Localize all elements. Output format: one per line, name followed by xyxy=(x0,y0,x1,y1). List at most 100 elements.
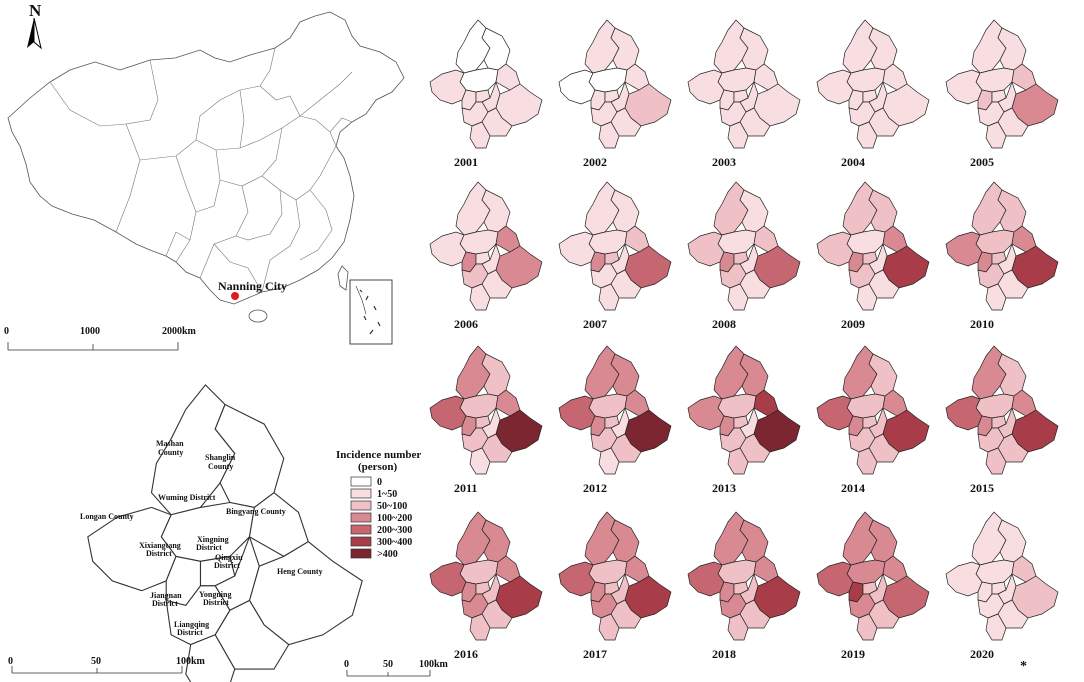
year-label-2003: 2003 xyxy=(712,155,736,169)
district-liangqing-2009 xyxy=(856,283,878,311)
label-mashan-1: Mashan xyxy=(156,439,184,448)
district-longan-2015 xyxy=(945,395,983,431)
district-heng-2015 xyxy=(1011,409,1059,453)
district-heng-2019 xyxy=(882,575,930,619)
district-liangqing-2005 xyxy=(985,121,1007,149)
year-label-2017: 2017 xyxy=(583,647,607,661)
year-map-2005: 2005 xyxy=(945,19,1059,169)
year-label-2011: 2011 xyxy=(454,481,477,495)
north-arrow-label: N xyxy=(29,1,42,20)
china-scale-bar: 0 1000 2000km xyxy=(4,326,197,351)
label-xixiangtang-2: District xyxy=(146,549,172,558)
district-longan-2005 xyxy=(945,69,983,105)
year-map-2011: 2011 xyxy=(429,345,543,495)
district-longan-2006 xyxy=(429,231,467,267)
nanning-district-labels: Mashan County Shanglin County Wuming Dis… xyxy=(80,439,323,637)
china-scale-tick-1000: 1000 xyxy=(80,326,100,337)
legend-swatch-3 xyxy=(350,512,372,523)
label-heng: Heng County xyxy=(277,567,323,576)
district-mashan-2018 xyxy=(713,511,749,566)
district-mashan-2004 xyxy=(842,19,878,74)
district-longan-2011 xyxy=(429,395,467,431)
district-liangqing-2008 xyxy=(727,283,749,311)
district-longan-2001 xyxy=(429,69,467,105)
year-label-2014: 2014 xyxy=(841,481,865,495)
district-heng-2008 xyxy=(753,245,801,289)
district-mashan-2007 xyxy=(584,181,620,236)
district-heng-2014 xyxy=(882,409,930,453)
district-liangqing-2004 xyxy=(856,121,878,149)
district-longan-2019 xyxy=(816,561,854,597)
district-mashan-2020 xyxy=(971,511,1007,566)
district-liangqing-2010 xyxy=(985,283,1007,311)
year-label-2018: 2018 xyxy=(712,647,736,661)
district-heng-2009 xyxy=(882,245,930,289)
nanning-district-map xyxy=(86,383,364,682)
district-longan-2003 xyxy=(687,69,725,105)
district-longan-2013 xyxy=(687,395,725,431)
year-label-2020: 2020 xyxy=(970,647,994,661)
district-longan-2009 xyxy=(816,231,854,267)
district-mashan-2016 xyxy=(455,511,491,566)
district-liangqing-2015 xyxy=(985,447,1007,475)
small-scale-tick-100: 100km xyxy=(419,659,449,670)
year-map-2020: 2020 xyxy=(945,511,1059,661)
china-scale-tick-2000: 2000km xyxy=(162,326,197,337)
nanning-scale-bar: 0 50 100km xyxy=(8,656,206,674)
district-longan-2018 xyxy=(687,561,725,597)
district-liangqing-2014 xyxy=(856,447,878,475)
china-outline xyxy=(7,11,405,305)
legend-title-line2: (person) xyxy=(358,461,397,473)
footnote-asterisk: * xyxy=(1020,659,1027,674)
year-map-2002: 2002 xyxy=(558,19,672,169)
china-map xyxy=(7,11,405,323)
north-arrow-left-half xyxy=(27,18,34,48)
year-map-2014: 2014 xyxy=(816,345,930,495)
district-heng-2006 xyxy=(495,245,543,289)
district-mashan-2002 xyxy=(584,19,620,74)
year-label-2016: 2016 xyxy=(454,647,478,661)
legend-swatch-5 xyxy=(350,536,372,547)
legend-label-1: 1~50 xyxy=(377,489,397,500)
legend-swatch-4 xyxy=(350,524,372,535)
taiwan-island xyxy=(337,265,349,291)
district-liangqing-2019 xyxy=(856,613,878,641)
year-map-2004: 2004 xyxy=(816,19,930,169)
year-map-2016: 2016 xyxy=(429,511,543,661)
legend: Incidence number (person) 01~5050~100100… xyxy=(336,449,421,560)
legend-label-2: 50~100 xyxy=(377,501,407,512)
hainan-island xyxy=(248,309,268,323)
district-mashan-2012 xyxy=(584,345,620,400)
district-mashan-2015 xyxy=(971,345,1007,400)
year-map-2013: 2013 xyxy=(687,345,801,495)
label-longan: Longan County xyxy=(80,512,134,521)
district-liangqing-2001 xyxy=(469,121,491,149)
district-longan-2020 xyxy=(945,561,983,597)
district-liangqing-2012 xyxy=(598,447,620,475)
label-binyang: Bingyang County xyxy=(226,507,286,516)
year-map-2012: 2012 xyxy=(558,345,672,495)
province-lines xyxy=(49,47,353,293)
district-mashan-2005 xyxy=(971,19,1007,74)
year-map-2006: 2006 xyxy=(429,181,543,331)
south-china-sea-inset xyxy=(349,279,393,345)
district-heng-2020 xyxy=(1011,575,1059,619)
district-heng-2018 xyxy=(753,575,801,619)
district-liangqing-2013 xyxy=(727,447,749,475)
district-longan-2014 xyxy=(816,395,854,431)
nanning-scale-tick-50: 50 xyxy=(91,656,101,667)
district-mashan-2014 xyxy=(842,345,878,400)
district-mashan-2009 xyxy=(842,181,878,236)
district-longan-2008 xyxy=(687,231,725,267)
label-shanglin-1: Shanglin xyxy=(205,453,236,462)
district-liangqing-2006 xyxy=(469,283,491,311)
district-mashan-2010 xyxy=(971,181,1007,236)
year-label-2012: 2012 xyxy=(583,481,607,495)
district-heng-2016 xyxy=(495,575,543,619)
year-label-2005: 2005 xyxy=(970,155,994,169)
district-heng-2013 xyxy=(753,409,801,453)
legend-label-6: >400 xyxy=(377,549,398,560)
year-label-2006: 2006 xyxy=(454,317,478,331)
year-map-2007: 2007 xyxy=(558,181,672,331)
district-mashan-2011 xyxy=(455,345,491,400)
